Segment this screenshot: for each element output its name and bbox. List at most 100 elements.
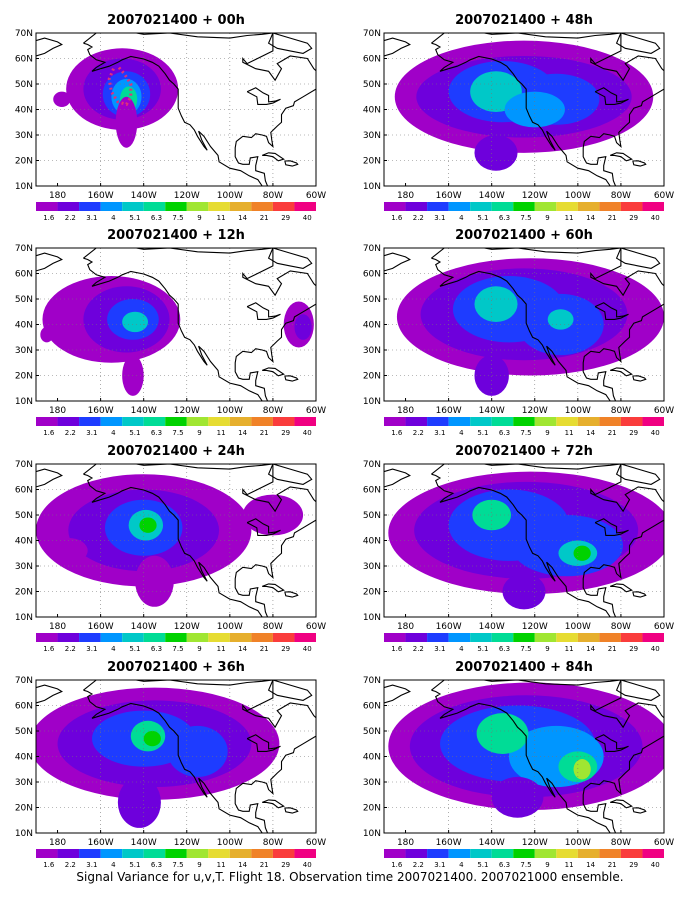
coastline — [594, 87, 629, 105]
variance-contour — [472, 499, 512, 531]
coastline — [632, 375, 647, 382]
colorbar-label: 14 — [238, 645, 247, 653]
coastline — [632, 807, 647, 814]
colorbar-swatch — [470, 202, 492, 211]
colorbar-label: 11 — [217, 645, 226, 653]
colorbar-swatch — [470, 849, 492, 858]
lon-tick-label: 160W — [436, 838, 462, 848]
colorbar-swatch — [620, 417, 643, 426]
lon-tick-label: 100W — [565, 622, 591, 632]
colorbar-label: 29 — [281, 429, 290, 437]
colorbar-label: 4 — [459, 861, 464, 869]
colorbar-label: 40 — [303, 861, 312, 869]
colorbar-swatch — [556, 849, 578, 858]
lat-tick-label: 60N — [363, 270, 381, 280]
colorbar-label: 3.1 — [86, 214, 97, 222]
lat-tick-label: 50N — [15, 80, 33, 90]
colorbar-swatch — [620, 849, 643, 858]
colorbar-swatch — [57, 849, 80, 858]
colorbar-swatch — [79, 417, 101, 426]
coastline — [384, 468, 411, 488]
colorbar-label: 29 — [281, 214, 290, 222]
colorbar-label: 21 — [260, 214, 269, 222]
lat-tick-label: 50N — [363, 511, 381, 521]
lon-tick-label: 60W — [306, 838, 326, 848]
colorbar-swatch — [100, 202, 123, 211]
colorbar-label: 2.2 — [65, 214, 76, 222]
coastline — [267, 248, 313, 269]
colorbar-swatch — [620, 633, 643, 642]
coastline — [261, 799, 285, 809]
lon-tick-label: 80W — [263, 406, 283, 416]
colorbar-label: 11 — [217, 861, 226, 869]
colorbar-label: 21 — [608, 429, 617, 437]
coastline — [83, 33, 316, 186]
colorbar-swatch — [427, 633, 449, 642]
colorbar-label: 40 — [303, 645, 312, 653]
lon-tick-label: 100W — [565, 406, 591, 416]
colorbar-swatch — [229, 202, 252, 211]
panel-title: 2007021400 + 36h — [107, 660, 245, 675]
colorbar-swatch — [448, 849, 471, 858]
lat-tick-label: 70N — [363, 29, 381, 39]
colorbar-swatch — [384, 417, 406, 426]
lat-tick-label: 40N — [363, 753, 381, 763]
colorbar-label: 9 — [545, 645, 549, 653]
colorbar-label: 5.1 — [477, 645, 488, 653]
coastline — [246, 302, 281, 320]
colorbar-swatch — [186, 849, 209, 858]
colorbar-swatch — [251, 633, 273, 642]
colorbar-label: 11 — [217, 214, 226, 222]
colorbar-label: 7.5 — [520, 645, 531, 653]
colorbar-swatch — [143, 849, 166, 858]
coastline — [615, 248, 661, 269]
coastline — [615, 33, 661, 54]
colorbar-label: 2.2 — [413, 429, 424, 437]
lon-tick-label: 80W — [263, 622, 283, 632]
lon-tick-label: 120W — [522, 406, 548, 416]
lon-tick-label: 140W — [479, 622, 505, 632]
variance-contour — [547, 309, 574, 330]
colorbar-label: 3.1 — [86, 861, 97, 869]
colorbar-swatch — [405, 849, 428, 858]
coastline — [83, 680, 316, 833]
colorbar-label: 14 — [238, 861, 247, 869]
lon-tick-label: 140W — [131, 406, 157, 416]
colorbar-swatch — [122, 417, 144, 426]
lat-tick-label: 70N — [363, 460, 381, 470]
colorbar-label: 11 — [565, 214, 574, 222]
lat-tick-label: 50N — [15, 727, 33, 737]
colorbar-swatch — [642, 202, 664, 211]
colorbar-label: 1.6 — [43, 429, 55, 437]
lat-tick-label: 20N — [363, 372, 381, 382]
colorbar-swatch — [599, 633, 621, 642]
colorbar-swatch — [577, 417, 600, 426]
colorbar-label: 4 — [459, 214, 464, 222]
colorbar-swatch — [186, 202, 209, 211]
lat-tick-label: 30N — [15, 346, 33, 356]
coastline — [284, 591, 299, 598]
lon-tick-label: 120W — [174, 622, 200, 632]
colorbar-swatch — [427, 849, 449, 858]
colorbar-label: 2.2 — [65, 861, 76, 869]
colorbar-label: 2.2 — [413, 645, 424, 653]
colorbar-swatch — [642, 417, 664, 426]
colorbar-label: 40 — [651, 214, 660, 222]
colorbar-label: 40 — [303, 214, 312, 222]
colorbar-swatch — [165, 417, 187, 426]
lon-tick-label: 80W — [263, 838, 283, 848]
coastline — [384, 684, 411, 704]
colorbar-swatch — [294, 202, 316, 211]
colorbar-label: 6.3 — [151, 645, 162, 653]
colorbar-swatch — [599, 849, 621, 858]
colorbar-swatch — [577, 202, 600, 211]
colorbar-swatch — [272, 202, 295, 211]
colorbar-label: 14 — [586, 645, 595, 653]
colorbar-label: 3.1 — [434, 645, 445, 653]
colorbar-label: 1.6 — [43, 861, 55, 869]
colorbar-swatch — [427, 202, 449, 211]
variance-contour — [573, 759, 591, 780]
lat-tick-label: 30N — [363, 778, 381, 788]
lat-tick-label: 20N — [15, 157, 33, 167]
coastline — [36, 468, 63, 488]
